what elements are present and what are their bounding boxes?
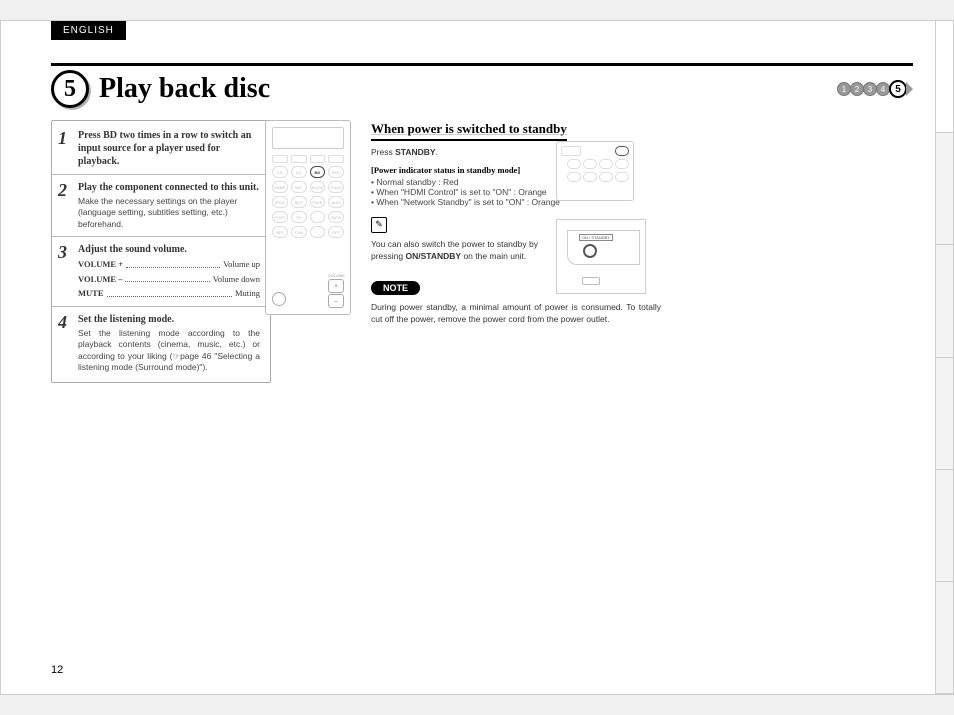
remote-button (291, 155, 307, 163)
step-2: 2 Play the component connected to this u… (58, 181, 260, 230)
page-number: 12 (51, 664, 63, 676)
step-heading: Set the listening mode. (78, 313, 260, 326)
remote-button (310, 211, 326, 223)
section-number-circle: 5 (51, 70, 89, 108)
progress-step: 1 (837, 82, 851, 96)
step-3: 3 Adjust the sound volume. VOLUME +Volum… (58, 243, 260, 299)
volume-row: VOLUME +Volume up (78, 259, 260, 270)
right-diagrams: ON / STANDBY (556, 141, 634, 294)
content-columns: 1 Press BD two times in a row to switch … (51, 120, 913, 383)
remote-button: BUT (291, 196, 307, 208)
remote-button: TV (291, 211, 307, 223)
standby-button-icon (615, 146, 629, 156)
remote-button: FAVB (310, 196, 326, 208)
progress-step: 2 (850, 82, 864, 96)
step-heading: Press BD two times in a row to switch an… (78, 129, 260, 168)
progress-indicator: 12345 (838, 80, 913, 98)
step-heading: Adjust the sound volume. (78, 243, 260, 256)
remote-button: CD (272, 166, 288, 178)
remote-diagram: CDDJBDDVD GAMESATDOCKV.AUX iPODBUTFAVBAUXI… (265, 120, 351, 315)
divider (52, 236, 270, 237)
on-standby-button-icon (583, 244, 597, 258)
step-number: 3 (58, 243, 72, 299)
on-standby-label: ON / STANDBY (579, 234, 613, 241)
step-heading: Play the component connected to this uni… (78, 181, 260, 194)
page-title: Play back disc (99, 73, 270, 105)
progress-step: 4 (876, 82, 890, 96)
remote-button: NET (272, 226, 288, 238)
remote-display (272, 127, 344, 149)
step-4: 4 Set the listening mode. Set the listen… (58, 313, 260, 374)
step-description: Make the necessary settings on the playe… (78, 196, 260, 230)
remote-button: iPOD (272, 196, 288, 208)
note-badge: NOTE (371, 281, 420, 295)
remote-button: DVD (328, 166, 344, 178)
remote-button (328, 155, 344, 163)
standby-section-title: When power is switched to standby (371, 121, 567, 141)
step-number: 4 (58, 313, 72, 374)
remote-button: DOCK (310, 181, 326, 193)
remote-button: BD (310, 166, 326, 178)
volume-control-icon: VOLUME + – (328, 273, 344, 308)
language-tab: ENGLISH (51, 21, 126, 40)
remote-button: GAME (272, 181, 288, 193)
remote-button: INFO (328, 211, 344, 223)
remote-button: DJ (291, 166, 307, 178)
progress-step: 3 (863, 82, 877, 96)
volume-row: MUTEMuting (78, 288, 260, 299)
standby-switch-text: You can also switch the power to standby… (371, 239, 561, 263)
divider (52, 306, 270, 307)
side-tabs (935, 21, 953, 694)
mute-button-icon (272, 292, 286, 306)
step-1: 1 Press BD two times in a row to switch … (58, 129, 260, 168)
header: 5 Play back disc 12345 (51, 63, 913, 108)
steps-block: 1 Press BD two times in a row to switch … (51, 120, 271, 383)
left-column: 1 Press BD two times in a row to switch … (51, 120, 351, 383)
remote-button (310, 226, 326, 238)
remote-button: SAT (291, 181, 307, 193)
page: ENGLISH 5 Play back disc 12345 1 Press B… (0, 20, 954, 695)
volume-row: VOLUME –Volume down (78, 274, 260, 285)
pen-icon: ✎ (371, 217, 387, 233)
divider (52, 174, 270, 175)
step-number: 2 (58, 181, 72, 230)
remote-button: TUN (291, 226, 307, 238)
remote-button (310, 155, 326, 163)
remote-button: V.AUX (328, 181, 344, 193)
main-unit-diagram: ON / STANDBY (556, 219, 646, 294)
remote-button: PORT (272, 211, 288, 223)
progress-step: 5 (889, 80, 907, 98)
note-text: During power standby, a minimal amount o… (371, 302, 661, 326)
step-number: 1 (58, 129, 72, 168)
remote-button: AUXI (328, 196, 344, 208)
remote-button (272, 155, 288, 163)
remote-button: OPT (328, 226, 344, 238)
small-remote-diagram (556, 141, 634, 201)
remote-button-grid: CDDJBDDVD GAMESATDOCKV.AUX iPODBUTFAVBAUXI… (272, 155, 344, 238)
step-description: Set the listening mode according to the … (78, 328, 260, 374)
title-group: 5 Play back disc (51, 70, 270, 108)
